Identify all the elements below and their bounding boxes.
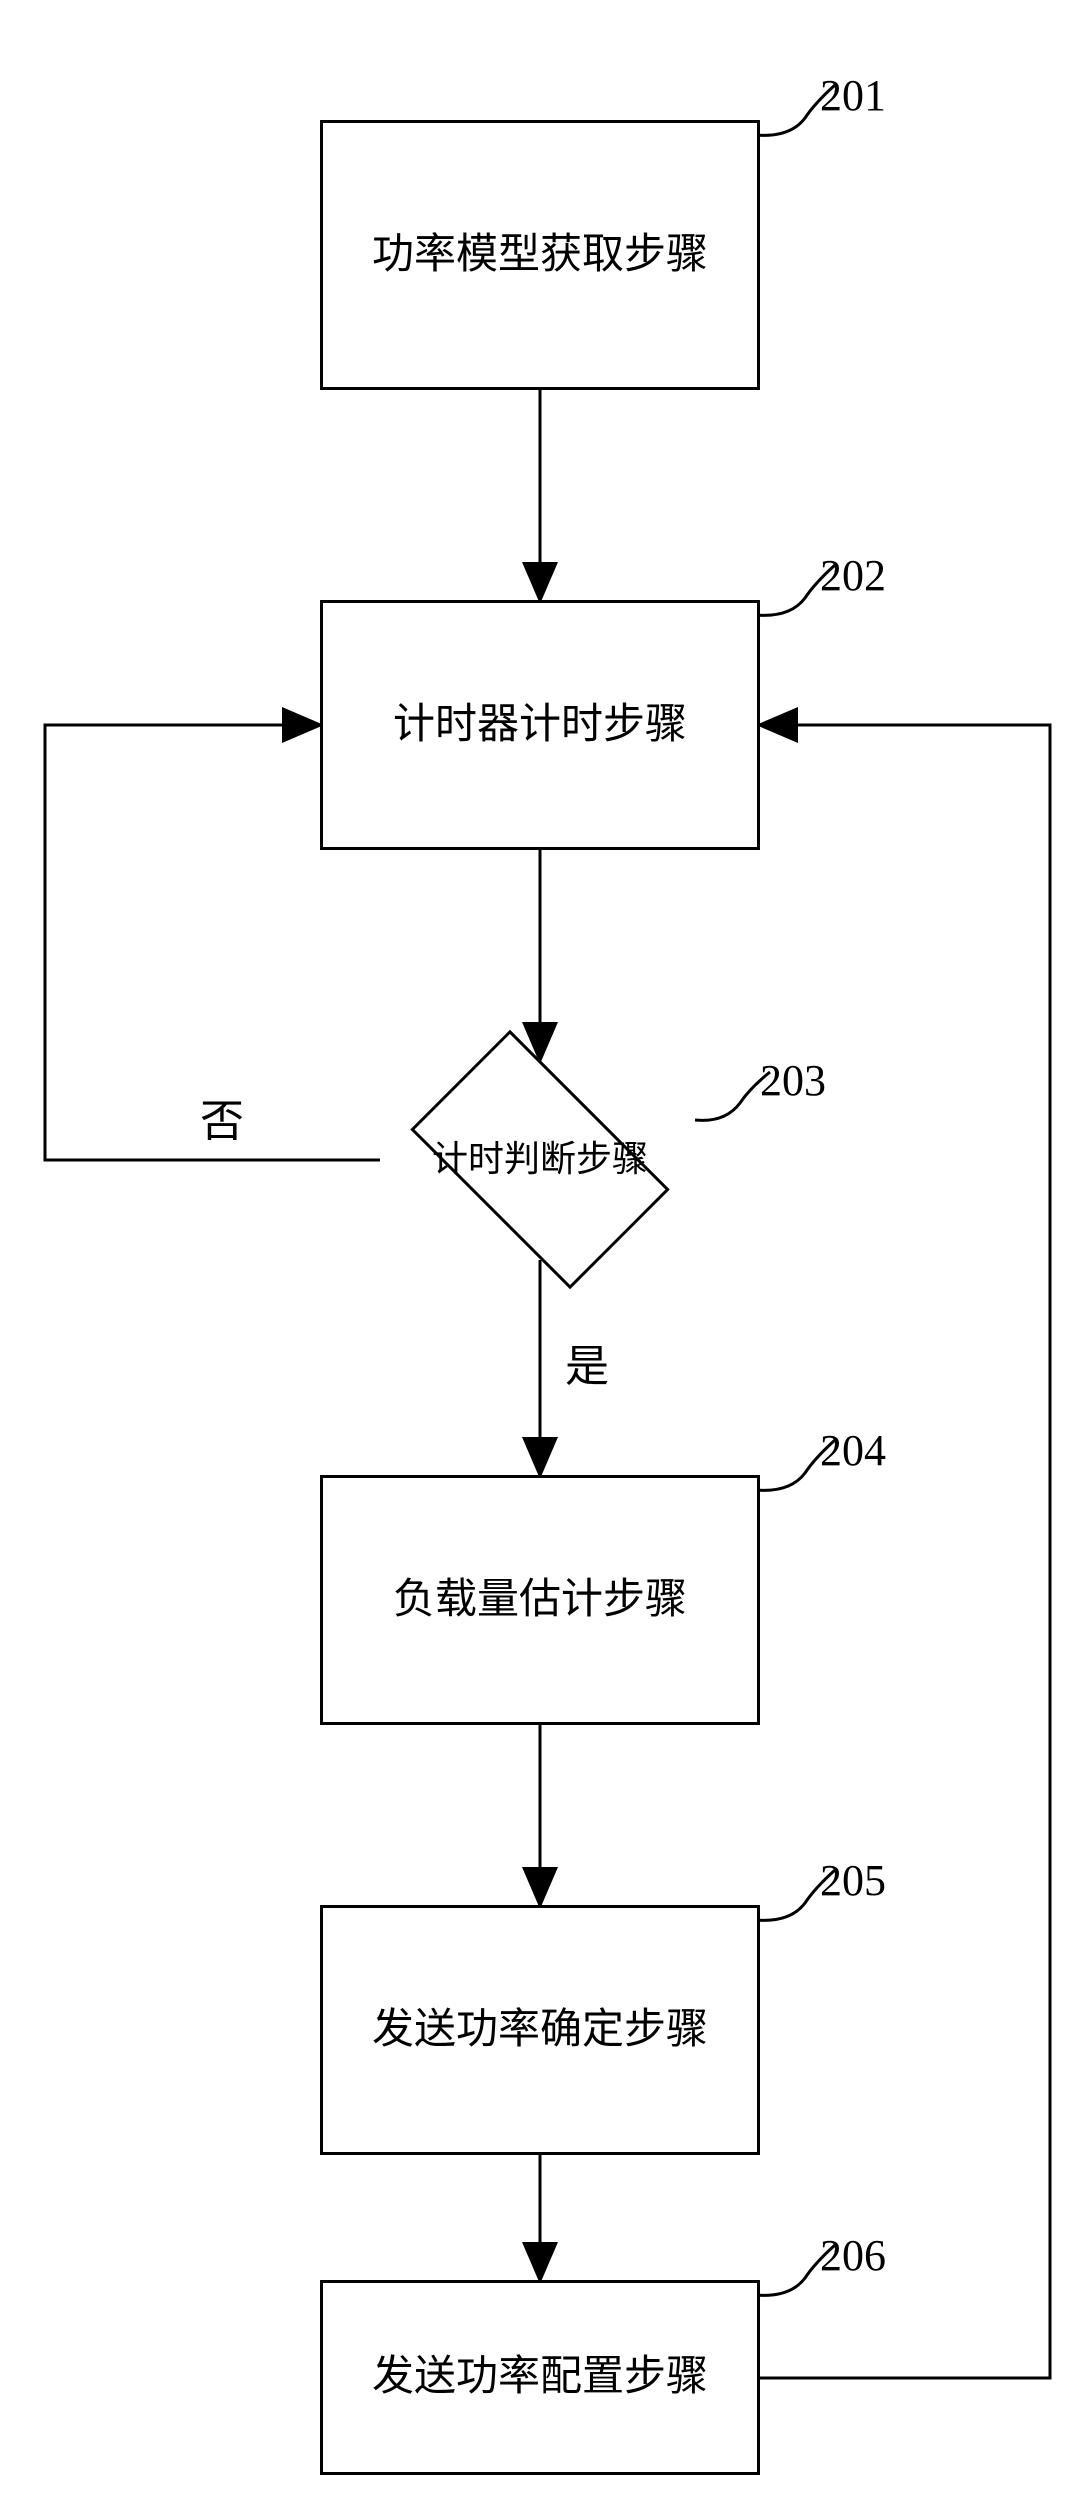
edge-label-no: 否	[200, 1085, 244, 1149]
node-202-label: 计时器计时步骤	[393, 700, 687, 750]
node-206: 发送功率配置步骤	[320, 2280, 760, 2475]
node-201-tag: 201	[820, 70, 886, 121]
flowchart-container: 功率模型获取步骤 201 计时器计时步骤 202 计时判断步骤 203 负载量估…	[0, 0, 1090, 2509]
node-204: 负载量估计步骤	[320, 1475, 760, 1725]
node-201: 功率模型获取步骤	[320, 120, 760, 390]
node-201-label: 功率模型获取步骤	[372, 230, 708, 280]
edge-206-202	[760, 725, 1050, 2378]
node-203-tag: 203	[760, 1055, 826, 1106]
node-205-label: 发送功率确定步骤	[372, 2005, 708, 2055]
bracket-203	[695, 1072, 770, 1120]
edge-label-yes: 是	[565, 1330, 609, 1394]
node-202-tag: 202	[820, 550, 886, 601]
node-205-tag: 205	[820, 1855, 886, 1906]
node-202: 计时器计时步骤	[320, 600, 760, 850]
node-203: 计时判断步骤	[380, 1060, 700, 1260]
node-204-label: 负载量估计步骤	[393, 1575, 687, 1625]
node-203-label: 计时判断步骤	[432, 1138, 648, 1181]
node-206-tag: 206	[820, 2230, 886, 2281]
node-205: 发送功率确定步骤	[320, 1905, 760, 2155]
node-204-tag: 204	[820, 1425, 886, 1476]
node-203-label-wrap: 计时判断步骤	[380, 1060, 700, 1260]
node-206-label: 发送功率配置步骤	[372, 2352, 708, 2402]
